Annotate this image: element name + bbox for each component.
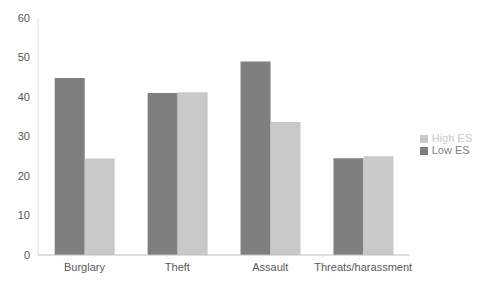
- svg-text:10: 10: [18, 209, 30, 221]
- svg-text:Theft: Theft: [165, 261, 190, 273]
- svg-text:Threats/harassment: Threats/harassment: [314, 261, 412, 273]
- svg-text:50: 50: [18, 51, 30, 63]
- svg-text:20: 20: [18, 170, 30, 182]
- html-text:Low ES: Low ES: [431, 143, 470, 156]
- svg-text:60: 60: [18, 12, 30, 24]
- svg-text:Assault: Assault: [252, 261, 288, 273]
- svg-text:Burglary: Burglary: [64, 261, 105, 273]
- svg-text:40: 40: [18, 91, 30, 103]
- svg-text:30: 30: [18, 130, 30, 142]
- html-text:High ES: High ES: [431, 131, 472, 144]
- svg-text:0: 0: [24, 249, 30, 261]
